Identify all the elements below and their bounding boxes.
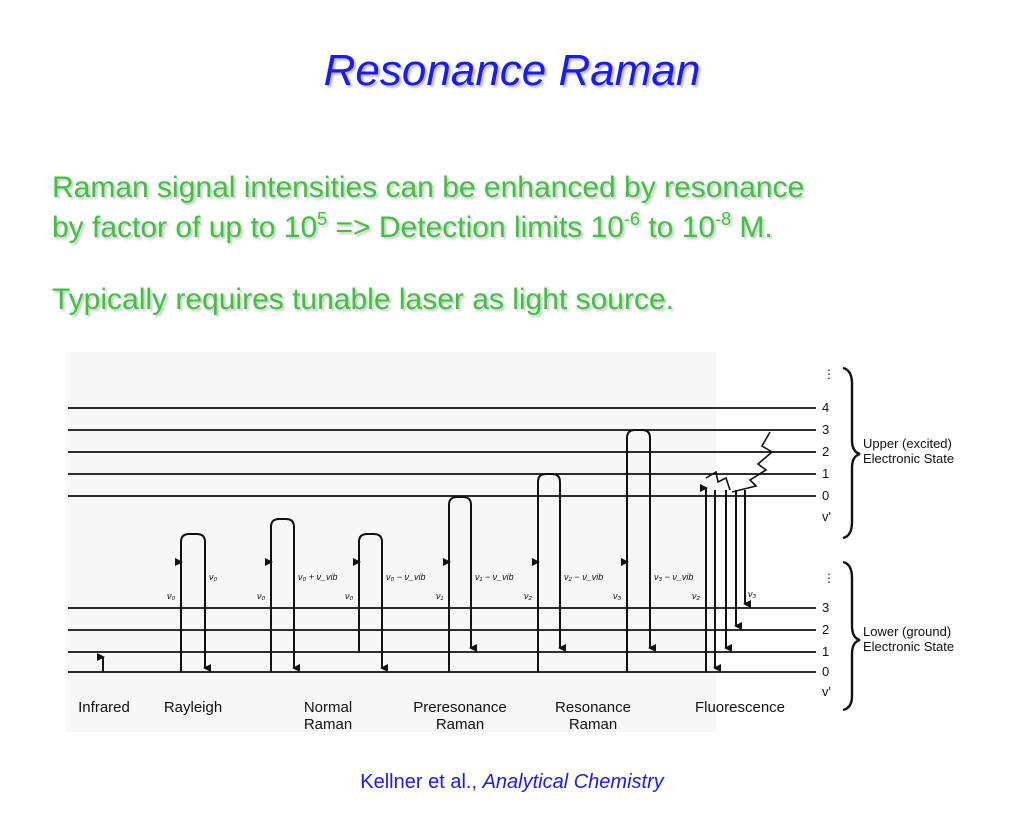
res2-up-label: ν₃ [613, 591, 622, 601]
lower-level-label: 2 [822, 622, 829, 637]
diagram-panel [66, 352, 716, 732]
normal-anti-up-label: ν₀ [345, 591, 354, 601]
upper-level-dots: ⋮ [823, 367, 835, 381]
upper-state-label-line1: Upper (excited) [863, 436, 952, 451]
resonance-raman-arrow-2 [626, 429, 656, 672]
upper-level-lines [68, 407, 816, 497]
lower-state-label-line1: Lower (ground) [863, 624, 951, 639]
lower-level-labels: 3 2 1 0 v' [822, 600, 831, 699]
relaxation-wavy-line [731, 431, 774, 493]
citation: Kellner et al., Analytical Chemistry [0, 771, 1024, 794]
process-label-resonance: Resonance [555, 699, 631, 716]
process-label-fluorescence: Fluorescence [695, 699, 785, 716]
normal-raman-stokes-arrow [270, 518, 300, 672]
res2-down-label: ν₃ − ν_vib [654, 572, 693, 582]
preres-down-label: ν₁ − ν_vib [475, 572, 514, 582]
citation-authors: Kellner et al., [360, 771, 483, 793]
upper-level-label: v' [822, 509, 831, 524]
superscript-exponent: 5 [317, 209, 328, 229]
res-up-label: ν₂ [524, 591, 533, 601]
relaxation-wavy-line-left [705, 470, 731, 491]
normal-stokes-up-label: ν₀ [257, 591, 266, 601]
slide-title: Resonance Raman [323, 46, 701, 95]
resonance-raman-arrow-1 [537, 473, 566, 672]
upper-level-label: 0 [822, 488, 829, 503]
preresonance-arrow [448, 496, 477, 672]
upper-state-brace [842, 366, 861, 540]
normal-anti-down-label: ν₀ − ν_vib [386, 572, 426, 582]
process-label-rayleigh: Rayleigh [164, 699, 222, 716]
bullet-enhancement: Raman signal intensities can be enhanced… [52, 168, 1002, 248]
lower-level-label: v' [822, 684, 831, 699]
rayleigh-up-label: ν₀ [167, 591, 176, 601]
rayleigh-down-label: ν₀ [209, 572, 218, 582]
upper-level-label: 3 [822, 422, 829, 437]
lower-level-label: 1 [822, 644, 829, 659]
lower-level-label: 3 [822, 600, 829, 615]
process-label-preresonance-line2: Raman [436, 716, 484, 733]
lower-level-lines [68, 607, 816, 673]
bullet-text-part4: to 10 [640, 211, 716, 244]
citation-journal: Analytical Chemistry [482, 771, 664, 793]
fluor-down-label: ν₃ [748, 589, 757, 599]
rayleigh-arrow [180, 533, 211, 672]
bullet-text-part2: by factor of up to 10 [52, 211, 318, 244]
bullet-text-part3: => Detection limits 10 [327, 211, 624, 244]
res-down-label: ν₂ − ν_vib [564, 572, 603, 582]
upper-level-label: 4 [822, 400, 829, 415]
normal-raman-anti-stokes-arrow [358, 533, 388, 672]
preres-up-label: ν₁ [436, 591, 444, 601]
bullet-text-part5: M. [731, 211, 773, 244]
lower-state-label-line2: Electronic State [863, 639, 954, 654]
fluor-up-label: ν₂ [692, 591, 701, 601]
process-label-normal-raman: Normal [304, 699, 352, 716]
upper-level-labels: 4 3 2 1 0 v' [822, 400, 831, 524]
process-label-infrared: Infrared [78, 699, 130, 716]
superscript-exponent: -6 [624, 209, 641, 229]
upper-level-label: 1 [822, 466, 829, 481]
upper-state-label-line2: Electronic State [863, 451, 954, 466]
process-label-preresonance: Preresonance [413, 699, 506, 716]
lower-state-brace [842, 560, 861, 712]
lower-level-dots: ⋮ [823, 571, 835, 585]
bullet-text-part1: Raman signal intensities can be enhanced… [52, 171, 805, 204]
process-label-resonance-line2: Raman [569, 716, 617, 733]
process-label-normal-raman-line2: Raman [304, 716, 352, 733]
lower-level-label: 0 [822, 664, 829, 679]
normal-stokes-down-label: ν₀ + ν_vib [298, 572, 338, 582]
upper-level-label: 2 [822, 444, 829, 459]
superscript-exponent: -8 [715, 209, 732, 229]
bullet-tunable-laser: Typically requires tunable laser as ligh… [52, 283, 674, 316]
